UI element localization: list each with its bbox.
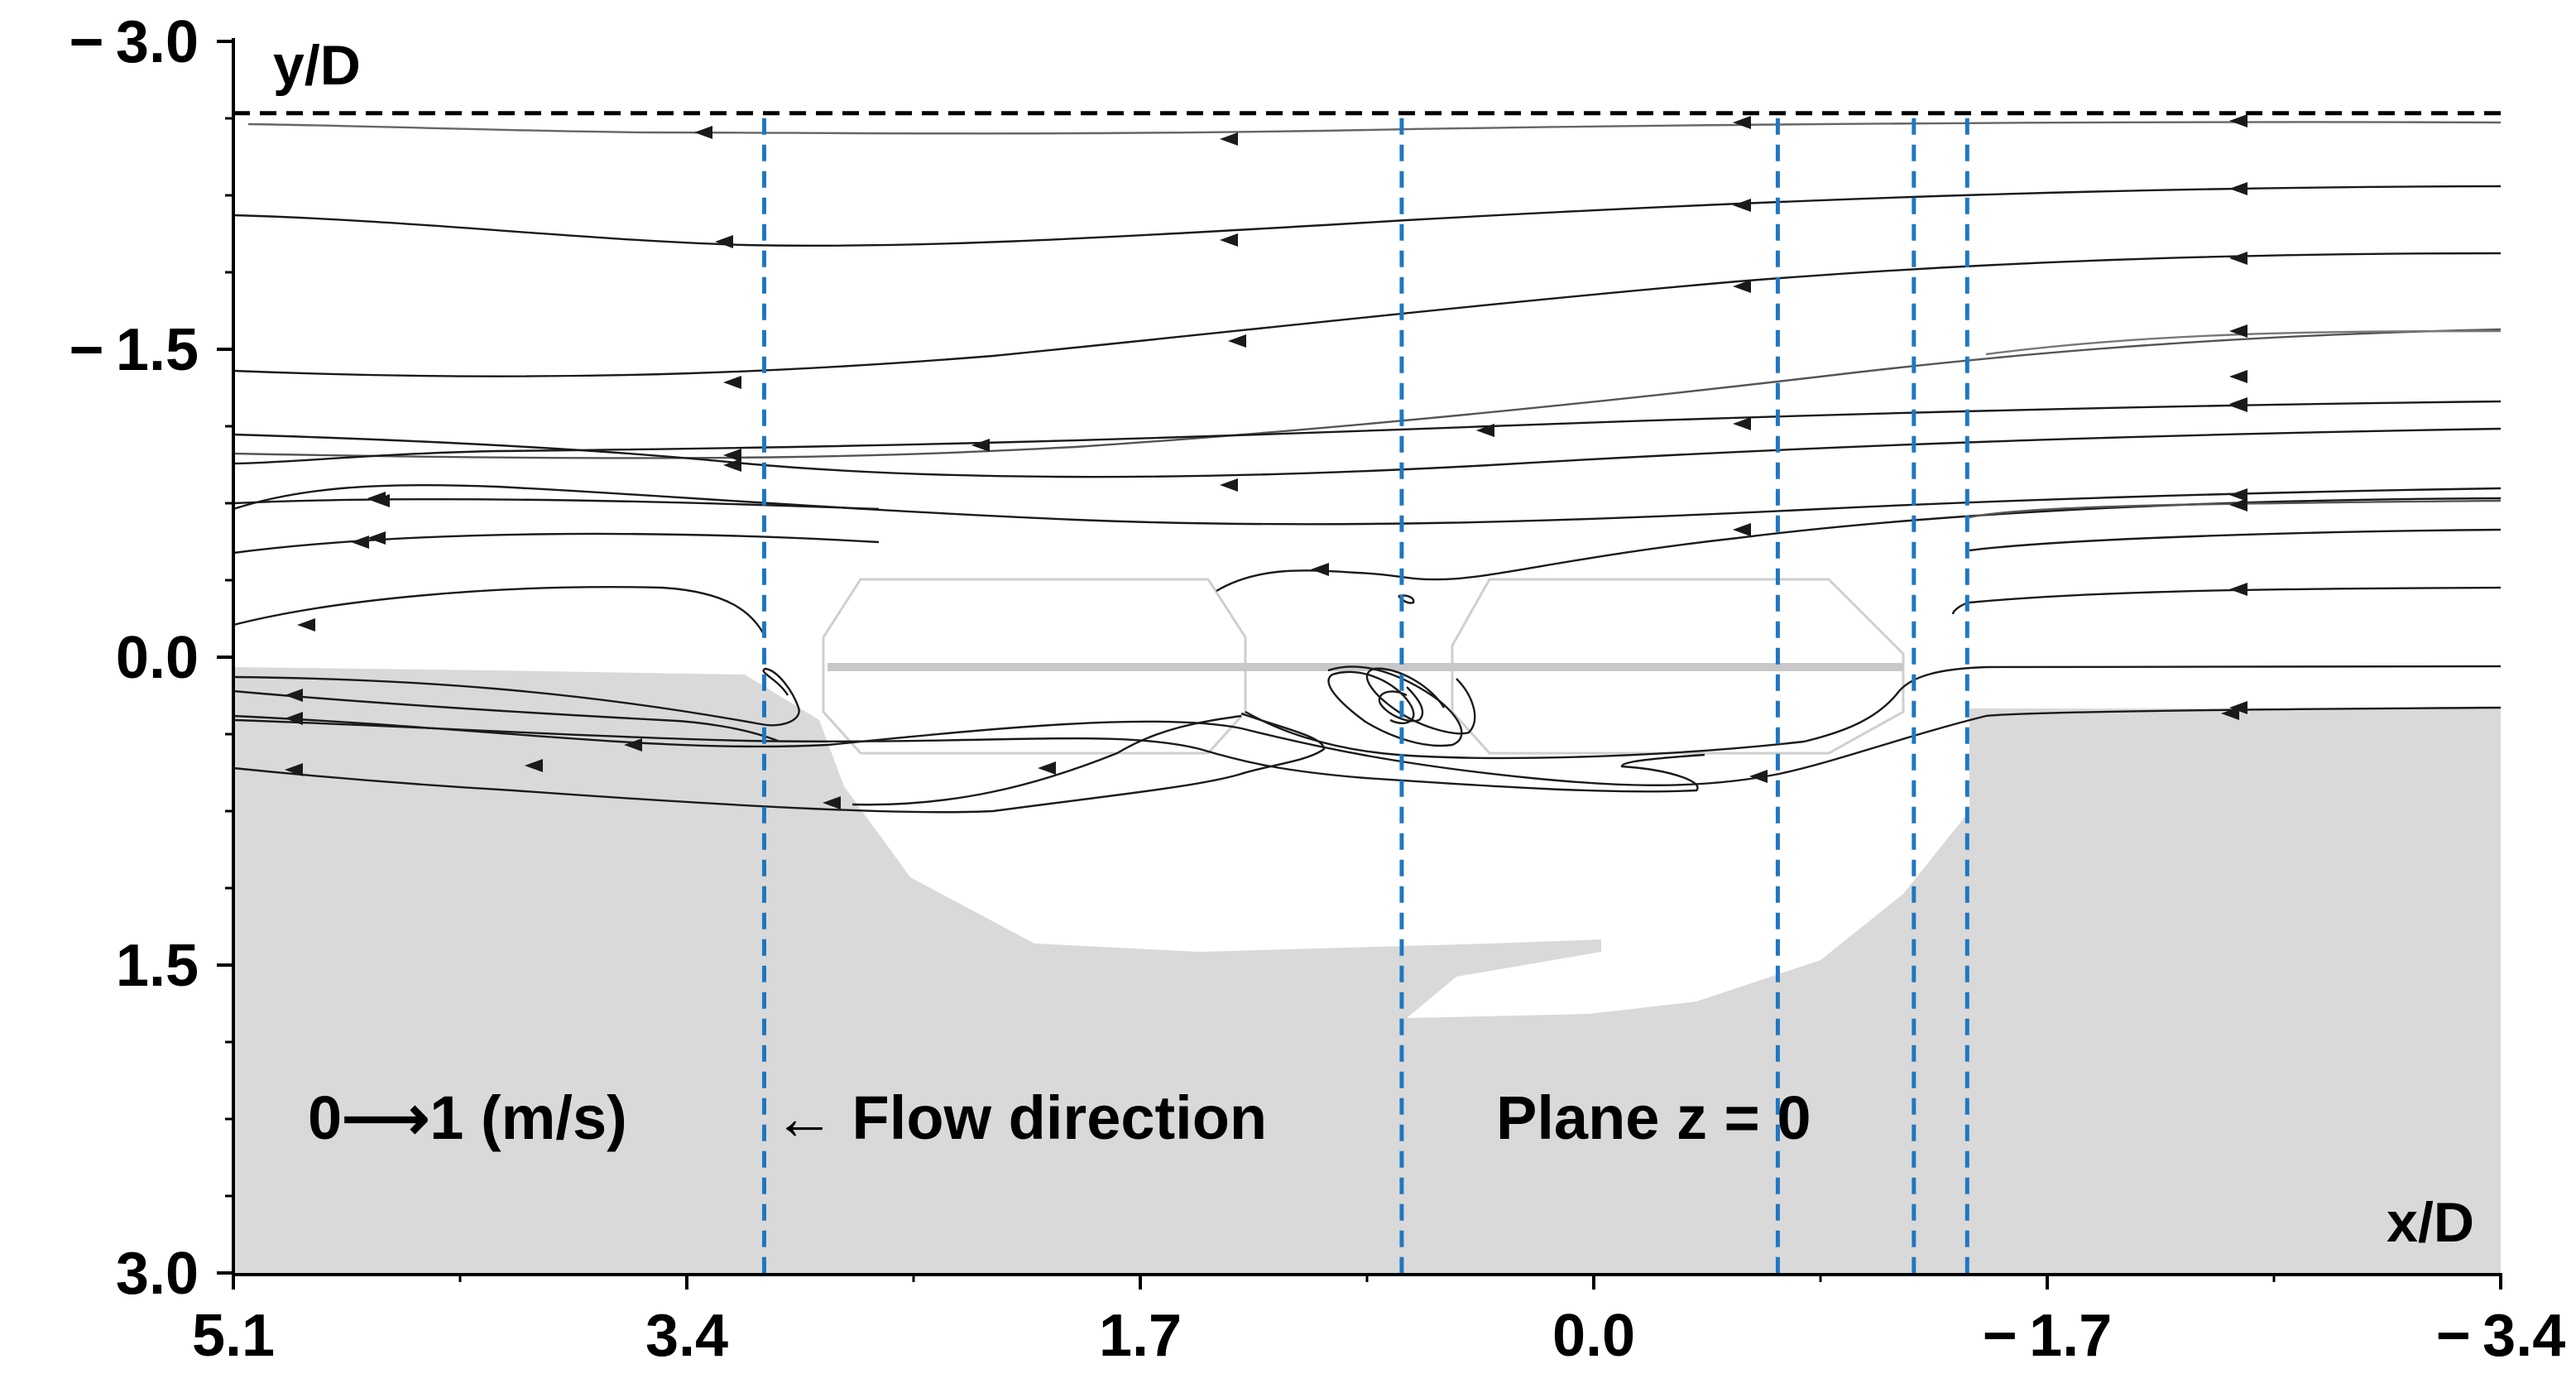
streamline-arrowhead	[2229, 488, 2247, 502]
streamline-arrowhead	[723, 376, 741, 389]
streamline-arrowhead	[525, 759, 543, 772]
streamline-arrowhead	[624, 738, 642, 752]
streamline-15	[233, 718, 1705, 793]
streamline-arrowhead	[1220, 478, 1238, 492]
streamline-10	[233, 586, 767, 638]
velocity-scale-label: 0⟶1 (m/s)	[308, 1083, 627, 1152]
streamline-arrowhead	[1220, 233, 1238, 247]
streamline-arrowhead	[2229, 182, 2247, 195]
x-tick-label: 0.0	[1552, 1303, 1635, 1369]
streamline-arrowhead	[723, 449, 741, 462]
y-tick-label: − 1.5	[69, 317, 199, 383]
streamline-2	[233, 185, 2502, 247]
x-tick-label: 1.7	[1099, 1303, 1182, 1369]
streamline-arrowhead	[1733, 417, 1751, 430]
streamline-arrowhead	[351, 536, 369, 549]
streamline-26	[1969, 528, 2502, 552]
streamline-9	[1951, 586, 2502, 615]
x-axis-title: x/D	[2387, 1191, 2474, 1254]
streamline-arrowhead	[285, 712, 303, 725]
x-tick-label: 3.4	[645, 1303, 728, 1369]
streamline-25	[1985, 329, 2502, 356]
y-tick-label: 0.0	[116, 625, 199, 691]
streamline-6	[233, 427, 2502, 478]
streamline-arrowhead	[1220, 132, 1238, 146]
streamline-13	[1245, 665, 2502, 760]
streamline-arrowhead	[2229, 324, 2247, 338]
streamline-arrowhead	[1749, 770, 1768, 783]
streamline-arrowhead	[823, 796, 841, 809]
y-tick-label: 3.0	[116, 1241, 199, 1307]
streamline-arrowhead	[285, 689, 303, 702]
streamlines	[233, 121, 2502, 814]
streamline-8	[1216, 497, 2502, 593]
streamline-11	[233, 532, 880, 555]
streamline-arrowheads	[285, 114, 2247, 809]
streamline-5	[233, 400, 2502, 465]
wake-region	[233, 667, 2501, 1273]
streamline-21	[1365, 667, 1476, 735]
x-tick-label: − 3.4	[2436, 1303, 2566, 1369]
streamline-3	[233, 252, 2502, 377]
streamline-arrowhead	[2229, 114, 2247, 127]
streamline-arrowhead	[367, 531, 386, 545]
streamline-arrowhead	[1733, 199, 1751, 212]
y-tick-label: − 3.0	[69, 9, 199, 75]
streamline-18	[233, 689, 779, 742]
streamline-arrowhead	[723, 459, 741, 472]
streamline-arrowhead	[285, 763, 303, 776]
x-tick-label: − 1.7	[1983, 1303, 2113, 1369]
streamline-16	[233, 712, 1326, 814]
plane-label: Plane z = 0	[1496, 1083, 1811, 1152]
streamline-arrowhead	[1311, 563, 1329, 576]
streamline-24	[1969, 499, 2502, 519]
streamline-1	[247, 121, 2502, 135]
streamline-arrowhead	[715, 235, 733, 248]
measurement-lines	[761, 118, 1969, 1273]
streamline-arrowhead	[2229, 498, 2247, 511]
streamline-arrowhead	[971, 439, 990, 452]
streamline-arrowhead	[1228, 334, 1246, 348]
streamline-arrowhead	[2221, 707, 2239, 720]
streamline-arrowhead	[372, 494, 390, 507]
streamline-arrowhead	[2229, 583, 2247, 596]
streamline-arrowhead	[694, 126, 712, 139]
y-tick-label: 1.5	[116, 933, 199, 999]
streamline-4	[233, 328, 2502, 459]
streamline-22	[1378, 686, 1424, 723]
streamline-arrowhead	[1733, 116, 1751, 129]
streamline-12	[233, 497, 880, 511]
streamline-arrowhead	[1476, 424, 1494, 437]
streamline-arrowhead	[1733, 280, 1751, 293]
x-tick-label: 5.1	[192, 1303, 275, 1369]
flow-direction-label: ← Flow direction	[774, 1083, 1267, 1152]
streamline-20	[1327, 665, 1463, 747]
streamline-arrowhead	[2229, 370, 2247, 383]
streamline-arrowhead	[1733, 523, 1751, 536]
streamline-14	[233, 706, 2502, 786]
y-axis-title: y/D	[273, 34, 361, 97]
streamline-17	[851, 714, 1242, 806]
streamline-19	[233, 667, 800, 727]
streamline-arrowhead	[297, 618, 315, 632]
streamline-arrowhead	[2229, 399, 2247, 412]
streamline-arrowhead	[2229, 252, 2247, 265]
ticks: 5.1 3.4 1.7 0.0 − 1.7 − 3.4 − 3.0 − 1.5 0.0 1.5 3.…	[69, 9, 2565, 1369]
streamline-7	[233, 483, 2502, 526]
streamline-arrowhead	[1038, 761, 1056, 775]
